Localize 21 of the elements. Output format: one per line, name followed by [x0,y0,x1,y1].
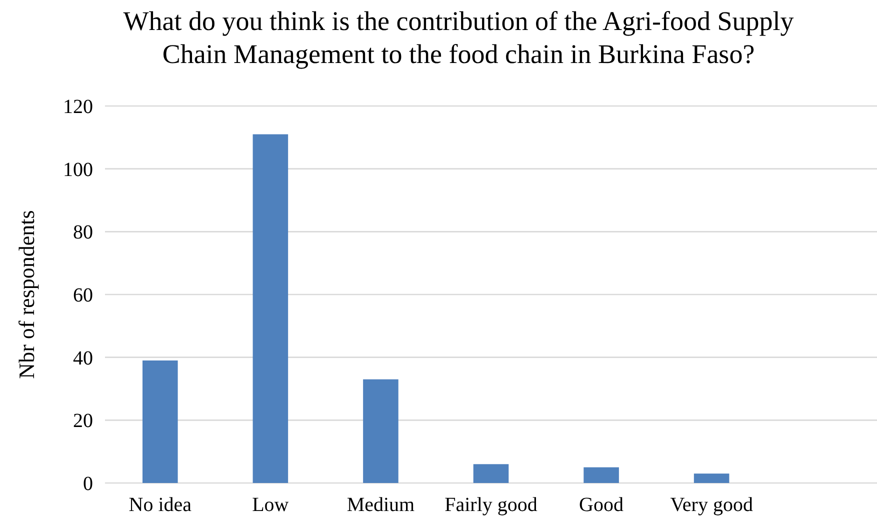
y-tick-label: 120 [63,96,93,118]
y-tick-label: 100 [63,158,93,181]
y-tick-label: 20 [73,410,93,432]
x-tick-label: Medium [346,494,416,516]
x-tick-label: Low [252,494,290,516]
chart-title: What do you think is the contribution of the Agri-food Supply Chain Management to the food chain in Burkina Faso? [123,6,794,69]
bar [473,464,509,483]
y-tick-label: 40 [73,347,93,370]
y-tick-label: 80 [73,222,93,244]
x-tick-label: Very good [670,494,753,516]
y-tick-label: 60 [73,284,93,306]
bar [694,474,730,483]
bar [252,134,288,483]
x-tick-label: Good [579,494,624,516]
bar [142,360,178,483]
bar [363,379,398,483]
y-tick-label: 0 [83,473,93,495]
bar [584,467,619,483]
x-tick-label: Fairly good [444,494,538,516]
x-tick-label: No idea [128,494,192,516]
y-axis-title: Nbr of respondents [14,210,39,379]
